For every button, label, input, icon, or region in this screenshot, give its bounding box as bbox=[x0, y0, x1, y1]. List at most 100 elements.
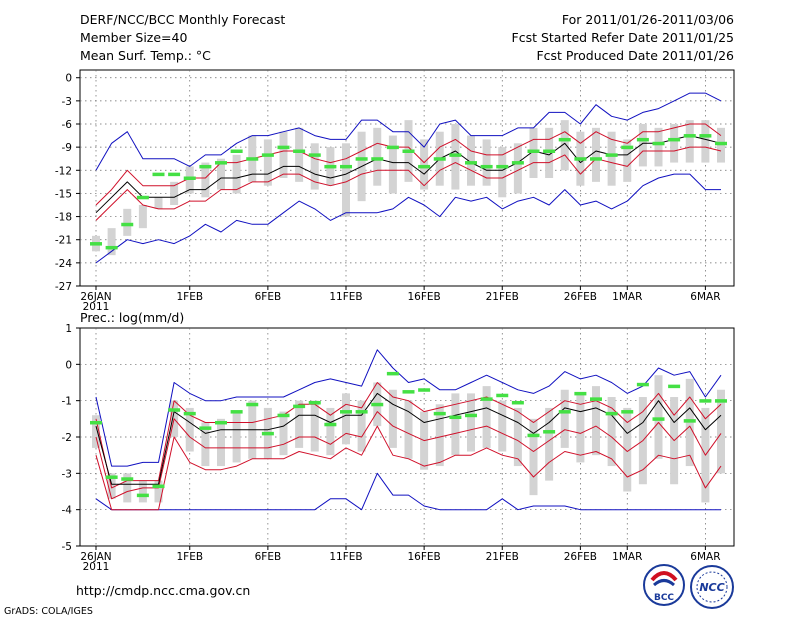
y-tick-label: -27 bbox=[55, 281, 72, 293]
y-tick-label: -21 bbox=[55, 235, 72, 247]
observed-marker bbox=[496, 164, 509, 169]
observed-marker bbox=[105, 475, 118, 479]
y-tick-label: 0 bbox=[65, 359, 72, 371]
observed-marker bbox=[371, 402, 384, 407]
x-tick-year-label: 2011 bbox=[83, 561, 110, 573]
min-line bbox=[95, 472, 721, 511]
observed-marker bbox=[183, 411, 196, 416]
observed-marker bbox=[355, 410, 368, 414]
observed-marker bbox=[465, 161, 477, 165]
observed-marker bbox=[230, 149, 243, 153]
observed-marker bbox=[386, 371, 399, 376]
ensemble-box bbox=[357, 400, 366, 452]
observed-marker bbox=[480, 164, 493, 169]
observed-marker bbox=[261, 431, 274, 436]
ensemble-box bbox=[232, 154, 241, 194]
ensemble-box bbox=[685, 120, 694, 163]
observed-marker bbox=[668, 384, 681, 389]
observed-marker bbox=[543, 149, 556, 153]
x-tick-label: 1MAR bbox=[612, 291, 642, 303]
x-tick-year-label: 2011 bbox=[83, 301, 110, 313]
ensemble-box bbox=[670, 124, 679, 163]
observed-marker bbox=[308, 400, 321, 405]
y-tick-label: -5 bbox=[62, 541, 72, 553]
ensemble-box bbox=[388, 389, 397, 448]
ensemble-box bbox=[217, 418, 225, 467]
observed-marker bbox=[715, 141, 727, 146]
x-tick-label: 11FEB bbox=[329, 291, 362, 303]
x-tick-label: 6FEB bbox=[255, 291, 282, 303]
ensemble-box bbox=[232, 411, 241, 463]
x-tick-label: 16FEB bbox=[408, 291, 441, 303]
x-tick-label: 26FEB bbox=[564, 551, 597, 563]
ensemble-box bbox=[107, 228, 116, 256]
grads-credit: GrADS: COLA/IGES bbox=[4, 606, 93, 617]
observed-marker bbox=[511, 161, 524, 165]
observed-marker bbox=[90, 420, 102, 425]
ensemble-box bbox=[529, 418, 538, 496]
y-tick-label: 0 bbox=[65, 73, 72, 85]
ensemble-box bbox=[498, 147, 507, 198]
observed-marker bbox=[465, 413, 477, 418]
ensemble-box bbox=[123, 208, 132, 236]
ncc-logo: NCC bbox=[690, 565, 734, 609]
produced-date-label: Fcst Produced Date 2011/01/26 bbox=[536, 48, 734, 63]
ensemble-box bbox=[654, 127, 663, 167]
ensemble-box bbox=[638, 124, 647, 167]
observed-marker bbox=[605, 153, 618, 157]
observed-marker bbox=[105, 245, 118, 250]
observed-marker bbox=[402, 390, 415, 394]
observed-marker bbox=[558, 137, 571, 142]
ensemble-box bbox=[560, 389, 569, 448]
ensemble-box bbox=[513, 407, 522, 467]
observed-marker bbox=[543, 430, 556, 434]
started-refer-label: Fcst Started Refer Date 2011/01/25 bbox=[512, 30, 735, 45]
observed-marker bbox=[496, 393, 509, 398]
x-tick-label: 6MAR bbox=[690, 291, 720, 303]
y-tick-label: -3 bbox=[62, 96, 72, 108]
ensemble-box bbox=[326, 407, 335, 456]
observed-marker bbox=[121, 222, 134, 227]
x-tick-label: 26JAN bbox=[80, 551, 111, 563]
x-tick-label: 21FEB bbox=[486, 551, 519, 563]
observed-marker bbox=[683, 134, 696, 138]
observed-marker bbox=[480, 397, 493, 401]
ensemble-box bbox=[279, 131, 288, 178]
observed-marker bbox=[246, 157, 259, 161]
observed-marker bbox=[621, 410, 634, 414]
observed-marker bbox=[183, 176, 196, 180]
source-url[interactable]: http://cmdp.ncc.cma.gov.cn bbox=[76, 583, 250, 598]
y-tick-label: -2 bbox=[62, 432, 72, 444]
ensemble-box bbox=[123, 473, 132, 503]
observed-marker bbox=[340, 164, 352, 169]
ensemble-box bbox=[404, 400, 413, 459]
ensemble-box bbox=[451, 393, 460, 456]
ncc-logo-text: NCC bbox=[699, 581, 724, 594]
x-tick-label: 6FEB bbox=[255, 551, 282, 563]
ensemble-box bbox=[420, 139, 429, 190]
observed-marker bbox=[652, 141, 665, 146]
observed-marker bbox=[308, 153, 321, 157]
observed-marker bbox=[277, 413, 290, 418]
observed-marker bbox=[168, 408, 181, 412]
ensemble-box bbox=[545, 407, 554, 481]
max-line bbox=[95, 349, 722, 467]
ensemble-box bbox=[154, 197, 163, 209]
observed-marker bbox=[215, 420, 227, 425]
ensemble-box bbox=[201, 162, 210, 198]
y-tick-label: -9 bbox=[62, 142, 72, 154]
ensemble-box bbox=[295, 127, 304, 182]
ensemble-box bbox=[295, 400, 304, 448]
observed-marker bbox=[277, 145, 290, 150]
observed-marker bbox=[652, 417, 665, 421]
observed-marker bbox=[215, 161, 227, 165]
ensemble-box bbox=[482, 139, 491, 186]
observed-marker bbox=[668, 137, 681, 142]
observed-marker bbox=[355, 157, 368, 161]
observed-marker bbox=[168, 172, 181, 177]
ensemble-box bbox=[342, 143, 350, 217]
ensemble-box bbox=[717, 389, 725, 474]
